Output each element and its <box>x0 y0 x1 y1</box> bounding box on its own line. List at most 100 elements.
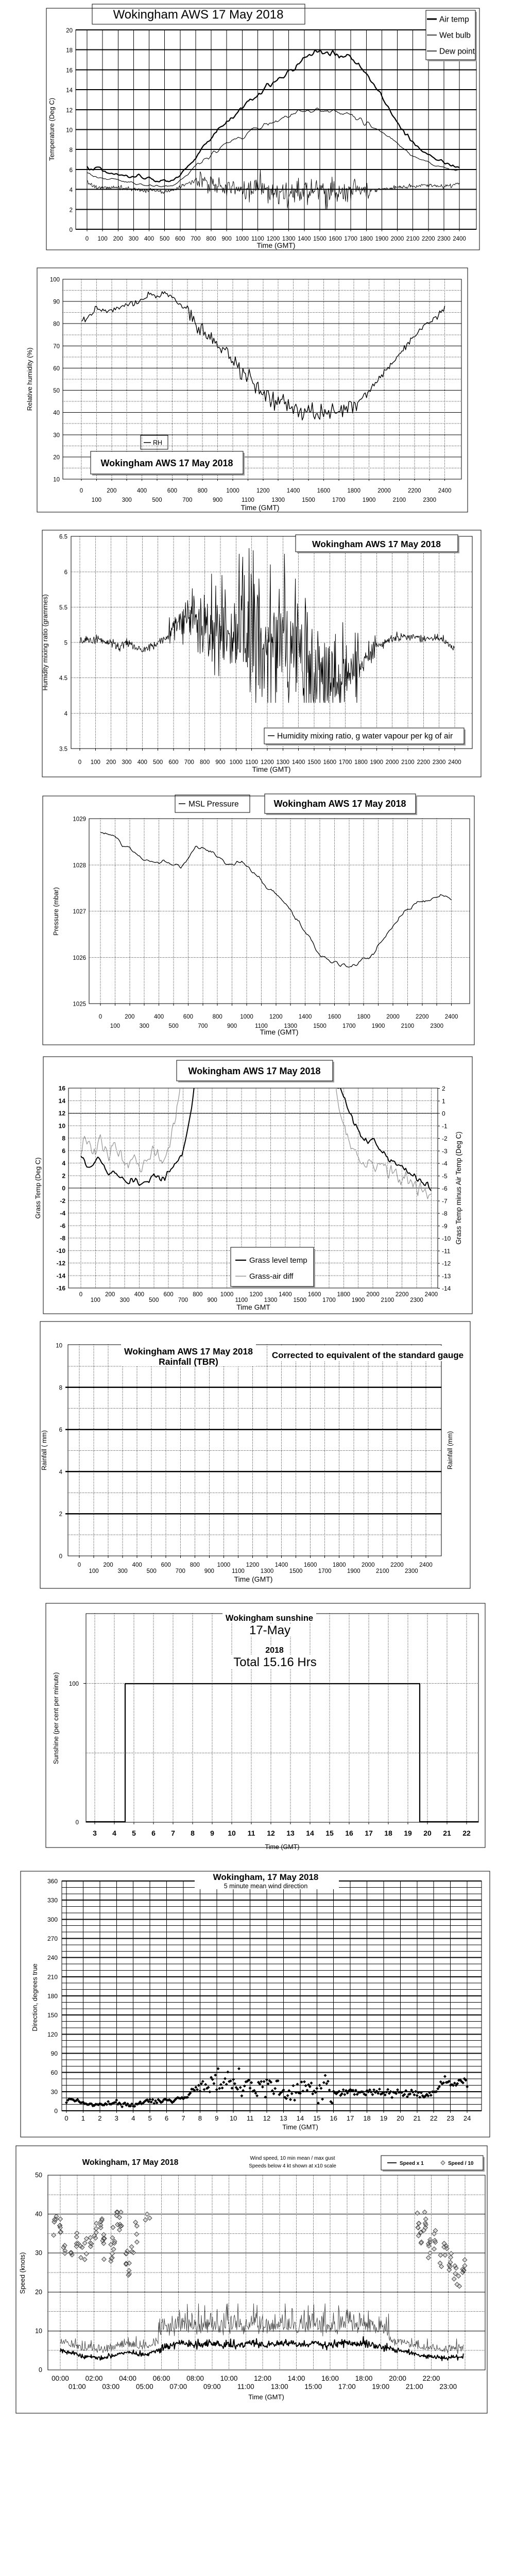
svg-text:210: 210 <box>47 1973 58 1980</box>
svg-text:1: 1 <box>81 2114 85 2122</box>
svg-text:1100: 1100 <box>255 1023 268 1029</box>
svg-text:1200: 1200 <box>269 1014 283 1020</box>
svg-text:Wokingham, 17 May 2018: Wokingham, 17 May 2018 <box>213 1872 319 1882</box>
svg-text:Relative humidity (%): Relative humidity (%) <box>26 348 33 411</box>
svg-text:40: 40 <box>35 2211 42 2218</box>
svg-text:200: 200 <box>125 1014 134 1020</box>
svg-text:2018: 2018 <box>265 1646 284 1655</box>
svg-text:15: 15 <box>325 1829 334 1837</box>
svg-text:-10: -10 <box>57 1247 66 1255</box>
svg-text:15: 15 <box>313 2114 320 2122</box>
svg-text:1200: 1200 <box>267 236 280 242</box>
svg-text:Time (GMT): Time (GMT) <box>248 2393 284 2401</box>
svg-text:900: 900 <box>215 759 225 766</box>
svg-text:1400: 1400 <box>279 1292 292 1298</box>
svg-text:800: 800 <box>198 488 208 494</box>
svg-text:17-May: 17-May <box>249 1623 290 1637</box>
svg-text:4.5: 4.5 <box>59 675 67 682</box>
svg-text:5: 5 <box>148 2114 151 2122</box>
svg-text:0: 0 <box>85 236 89 242</box>
svg-text:Speeds below 4 kt shown at x10: Speeds below 4 kt shown at x10 scale <box>249 2163 336 2169</box>
svg-text:1000: 1000 <box>217 1562 231 1568</box>
svg-text:Wokingham AWS 17 May 2018: Wokingham AWS 17 May 2018 <box>273 799 406 809</box>
svg-text:1100: 1100 <box>245 759 258 766</box>
svg-text:200: 200 <box>105 1292 115 1298</box>
svg-text:-2: -2 <box>60 1197 65 1205</box>
svg-text:2300: 2300 <box>410 1297 423 1303</box>
svg-text:0: 0 <box>99 1014 102 1020</box>
svg-text:1500: 1500 <box>307 759 321 766</box>
svg-text:600: 600 <box>161 1562 171 1568</box>
svg-text:11: 11 <box>248 1829 255 1837</box>
svg-text:500: 500 <box>152 497 162 503</box>
svg-text:2300: 2300 <box>437 236 451 242</box>
svg-text:400: 400 <box>144 236 154 242</box>
svg-text:3: 3 <box>93 1829 97 1837</box>
svg-text:Grass Temp (Deg C): Grass Temp (Deg C) <box>34 1158 42 1219</box>
svg-text:17: 17 <box>347 2114 354 2122</box>
svg-text:13:00: 13:00 <box>271 2383 288 2391</box>
svg-text:100: 100 <box>98 236 108 242</box>
svg-text:19: 19 <box>404 1829 412 1837</box>
svg-text:1700: 1700 <box>318 1568 332 1574</box>
svg-text:100: 100 <box>110 1023 120 1029</box>
svg-text:4: 4 <box>131 2114 135 2122</box>
svg-text:800: 800 <box>213 1014 222 1020</box>
svg-text:800: 800 <box>200 759 210 766</box>
svg-text:9: 9 <box>215 2114 218 2122</box>
svg-text:Temperature (Deg C): Temperature (Deg C) <box>48 98 56 161</box>
svg-text:09:00: 09:00 <box>203 2383 221 2391</box>
svg-text:15:00: 15:00 <box>304 2383 322 2391</box>
svg-text:12: 12 <box>267 1829 275 1837</box>
svg-text:90: 90 <box>51 2050 58 2057</box>
svg-text:Speed / 10: Speed / 10 <box>448 2161 474 2166</box>
svg-text:7: 7 <box>181 2114 185 2122</box>
svg-text:Rainfall ( mm): Rainfall ( mm) <box>41 1430 48 1470</box>
svg-text:-14: -14 <box>442 1285 451 1292</box>
svg-text:2400: 2400 <box>438 488 452 494</box>
svg-text:1800: 1800 <box>354 759 368 766</box>
svg-text:1900: 1900 <box>375 236 389 242</box>
svg-text:Time (GMT): Time (GMT) <box>241 503 280 512</box>
svg-text:14: 14 <box>66 88 73 94</box>
svg-text:1500: 1500 <box>289 1568 303 1574</box>
svg-text:300: 300 <box>129 236 139 242</box>
svg-text:1800: 1800 <box>347 488 360 494</box>
svg-text:Rainfall (TBR): Rainfall (TBR) <box>159 1357 218 1367</box>
svg-text:8: 8 <box>191 1829 195 1837</box>
svg-text:14: 14 <box>297 2114 304 2122</box>
svg-text:1300: 1300 <box>284 1023 297 1029</box>
svg-text:1300: 1300 <box>276 759 289 766</box>
svg-text:12: 12 <box>59 1110 66 1117</box>
svg-text:5 minute mean wind direction: 5 minute mean wind direction <box>224 1883 308 1890</box>
svg-text:60: 60 <box>51 2069 58 2076</box>
svg-text:300: 300 <box>118 1568 128 1574</box>
svg-text:-12: -12 <box>442 1260 451 1267</box>
svg-text:0: 0 <box>78 759 81 766</box>
svg-text:6: 6 <box>64 569 67 575</box>
svg-text:150: 150 <box>47 2012 58 2019</box>
svg-text:21: 21 <box>443 1829 451 1837</box>
svg-text:6: 6 <box>59 1427 62 1433</box>
svg-text:1900: 1900 <box>352 1297 365 1303</box>
svg-text:22: 22 <box>430 2114 437 2122</box>
svg-text:1: 1 <box>442 1097 445 1105</box>
svg-text:Time (GMT): Time (GMT) <box>257 241 296 249</box>
svg-text:23:00: 23:00 <box>439 2383 457 2391</box>
svg-text:1700: 1700 <box>344 236 357 242</box>
svg-text:21: 21 <box>414 2114 421 2122</box>
svg-text:900: 900 <box>227 1023 237 1029</box>
svg-text:200: 200 <box>106 759 116 766</box>
svg-text:400: 400 <box>134 1292 144 1298</box>
svg-text:1100: 1100 <box>235 1297 248 1303</box>
svg-text:Wokingham, 17 May 2018: Wokingham, 17 May 2018 <box>82 2158 179 2167</box>
svg-text:Humidity mixing ratio, g water: Humidity mixing ratio, g water vapour pe… <box>277 732 453 741</box>
svg-text:800: 800 <box>190 1562 200 1568</box>
svg-text:700: 700 <box>176 1568 185 1574</box>
svg-text:800: 800 <box>206 236 216 242</box>
svg-text:2000: 2000 <box>377 488 391 494</box>
svg-text:20: 20 <box>35 2289 42 2296</box>
svg-text:50: 50 <box>53 388 60 394</box>
svg-text:1026: 1026 <box>73 955 86 961</box>
svg-text:1600: 1600 <box>329 236 342 242</box>
